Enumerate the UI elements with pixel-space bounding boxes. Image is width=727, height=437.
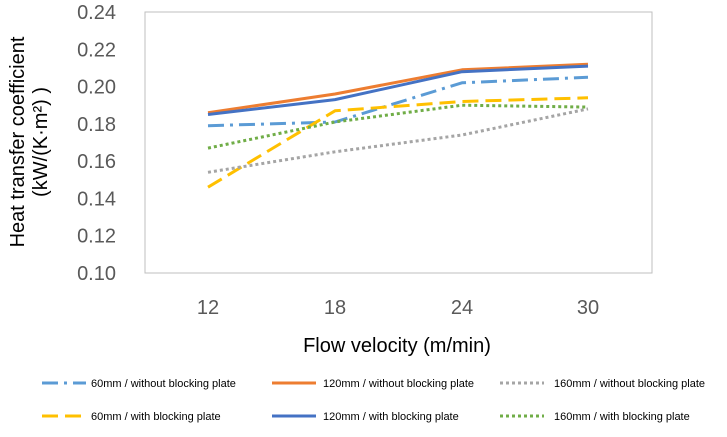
x-axis-ticks: 12 18 24 30: [197, 297, 599, 319]
legend-label: 120mm / without blocking plate: [323, 378, 474, 390]
series-line: [207, 64, 589, 116]
series-line: [207, 62, 589, 115]
y-tick-label: 0.18: [77, 114, 116, 136]
y-axis-title-line2: (kW/(K·m²) ): [30, 87, 52, 197]
legend-label: 160mm / without blocking plate: [554, 378, 705, 390]
x-axis-title: Flow velocity (m/min): [303, 335, 491, 357]
x-tick-label: 24: [451, 297, 473, 319]
x-tick-label: 30: [577, 297, 599, 319]
y-tick-label: 0.20: [77, 77, 116, 99]
y-tick-label: 0.22: [77, 39, 116, 61]
y-tick-label: 0.16: [77, 151, 116, 173]
legend-label: 120mm / with blocking plate: [323, 411, 459, 423]
legend-label: 60mm / with blocking plate: [91, 411, 221, 423]
series-lines: [207, 62, 589, 189]
y-tick-label: 0.24: [77, 2, 116, 24]
y-axis-ticks: 0.10 0.12 0.14 0.16 0.18 0.20 0.22 0.24: [77, 2, 116, 285]
x-tick-label: 18: [324, 297, 346, 319]
y-tick-label: 0.14: [77, 188, 116, 210]
x-tick-label: 12: [197, 297, 219, 319]
series-line: [207, 96, 589, 189]
legend-label: 160mm / with blocking plate: [554, 411, 690, 423]
series-line: [207, 107, 589, 174]
y-axis-title-line1: Heat transfer coefficient: [7, 36, 29, 247]
series-line: [207, 75, 589, 128]
legend-label: 60mm / without blocking plate: [91, 378, 236, 390]
y-tick-label: 0.12: [77, 226, 116, 248]
legend: 60mm / without blocking plate 60mm / with…: [42, 378, 705, 423]
y-tick-label: 0.10: [77, 263, 116, 285]
series-line: [207, 103, 589, 150]
